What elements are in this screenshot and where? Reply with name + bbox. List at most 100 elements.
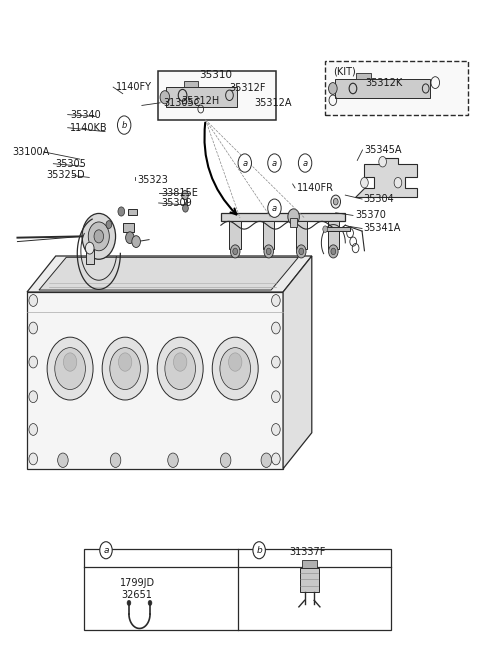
Text: b: b bbox=[121, 121, 127, 130]
Circle shape bbox=[29, 295, 37, 306]
Circle shape bbox=[157, 337, 203, 400]
Circle shape bbox=[220, 453, 231, 468]
Circle shape bbox=[119, 353, 132, 371]
Circle shape bbox=[47, 337, 93, 400]
Circle shape bbox=[106, 220, 112, 228]
Polygon shape bbox=[326, 226, 350, 231]
Circle shape bbox=[266, 248, 271, 255]
Circle shape bbox=[29, 424, 37, 436]
Circle shape bbox=[29, 356, 37, 368]
Text: (KIT): (KIT) bbox=[333, 66, 356, 76]
Circle shape bbox=[63, 353, 77, 371]
Circle shape bbox=[82, 213, 116, 259]
Text: 33815E: 33815E bbox=[161, 188, 198, 198]
Circle shape bbox=[212, 337, 258, 400]
Circle shape bbox=[333, 198, 338, 205]
Text: a: a bbox=[272, 159, 277, 167]
Circle shape bbox=[182, 204, 188, 212]
Circle shape bbox=[272, 295, 280, 306]
Polygon shape bbox=[263, 220, 275, 249]
Circle shape bbox=[173, 353, 187, 371]
Circle shape bbox=[100, 542, 112, 559]
Circle shape bbox=[29, 322, 37, 334]
Text: a: a bbox=[103, 546, 109, 555]
Bar bbox=[84, 548, 391, 630]
Circle shape bbox=[323, 226, 327, 232]
Circle shape bbox=[127, 600, 131, 605]
Circle shape bbox=[110, 453, 121, 468]
Circle shape bbox=[228, 353, 242, 371]
Text: 35312H: 35312H bbox=[181, 96, 220, 106]
Circle shape bbox=[29, 453, 37, 465]
Polygon shape bbox=[229, 220, 241, 249]
Polygon shape bbox=[283, 256, 312, 469]
Polygon shape bbox=[356, 73, 371, 79]
Circle shape bbox=[261, 453, 272, 468]
Text: 35305: 35305 bbox=[56, 159, 86, 169]
Circle shape bbox=[118, 207, 125, 216]
Circle shape bbox=[268, 154, 281, 173]
Text: 35312F: 35312F bbox=[229, 83, 266, 93]
Circle shape bbox=[394, 177, 402, 188]
Polygon shape bbox=[221, 213, 345, 220]
Polygon shape bbox=[86, 249, 94, 264]
Text: 31305C: 31305C bbox=[163, 98, 201, 108]
Circle shape bbox=[110, 348, 141, 390]
Polygon shape bbox=[327, 220, 339, 249]
Text: 35309: 35309 bbox=[161, 198, 192, 208]
Circle shape bbox=[272, 391, 280, 403]
Circle shape bbox=[299, 154, 312, 173]
Text: a: a bbox=[242, 159, 247, 167]
Circle shape bbox=[253, 542, 265, 559]
Circle shape bbox=[220, 348, 251, 390]
Text: 33100A: 33100A bbox=[12, 147, 50, 157]
Text: b: b bbox=[256, 546, 262, 555]
Circle shape bbox=[132, 236, 141, 247]
Circle shape bbox=[272, 453, 280, 465]
Circle shape bbox=[272, 322, 280, 334]
Circle shape bbox=[288, 209, 300, 224]
Text: 35310: 35310 bbox=[200, 70, 233, 79]
Text: 1140FY: 1140FY bbox=[116, 82, 152, 92]
Circle shape bbox=[85, 242, 94, 254]
Bar bbox=[157, 71, 276, 120]
Text: 35325D: 35325D bbox=[46, 171, 85, 180]
Polygon shape bbox=[300, 567, 319, 592]
Text: a: a bbox=[272, 204, 277, 213]
Circle shape bbox=[379, 157, 386, 167]
Circle shape bbox=[328, 83, 337, 94]
Circle shape bbox=[88, 222, 109, 251]
Polygon shape bbox=[296, 220, 307, 249]
Polygon shape bbox=[290, 218, 298, 226]
Text: 35370: 35370 bbox=[355, 211, 386, 220]
Circle shape bbox=[238, 154, 252, 173]
Circle shape bbox=[272, 424, 280, 436]
Circle shape bbox=[118, 116, 131, 134]
Circle shape bbox=[94, 230, 104, 243]
Circle shape bbox=[165, 348, 195, 390]
Polygon shape bbox=[335, 79, 431, 98]
Circle shape bbox=[268, 199, 281, 217]
Circle shape bbox=[102, 337, 148, 400]
Circle shape bbox=[264, 245, 274, 258]
Circle shape bbox=[328, 245, 338, 258]
Polygon shape bbox=[184, 81, 198, 87]
Text: 31337F: 31337F bbox=[289, 547, 325, 557]
Text: a: a bbox=[302, 159, 308, 167]
Circle shape bbox=[29, 391, 37, 403]
Polygon shape bbox=[355, 158, 417, 197]
Circle shape bbox=[148, 600, 152, 605]
Polygon shape bbox=[302, 560, 317, 567]
Text: 1799JD
32651: 1799JD 32651 bbox=[120, 579, 155, 600]
Text: 1140FR: 1140FR bbox=[297, 183, 334, 193]
Polygon shape bbox=[27, 292, 283, 469]
Circle shape bbox=[126, 232, 134, 243]
Text: 35345A: 35345A bbox=[364, 145, 402, 155]
Text: 35340: 35340 bbox=[70, 110, 101, 119]
Circle shape bbox=[297, 245, 306, 258]
Circle shape bbox=[331, 248, 336, 255]
Circle shape bbox=[55, 348, 85, 390]
Circle shape bbox=[230, 245, 240, 258]
Polygon shape bbox=[39, 257, 299, 290]
Polygon shape bbox=[27, 256, 312, 292]
